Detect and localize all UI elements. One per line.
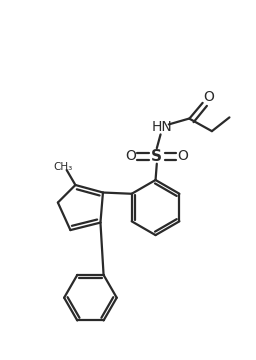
Text: HN: HN [152, 120, 172, 134]
Text: S: S [151, 149, 162, 164]
Text: O: O [203, 90, 214, 104]
Text: O: O [178, 149, 188, 163]
Text: O: O [125, 149, 136, 163]
Text: CH₃: CH₃ [53, 162, 72, 172]
